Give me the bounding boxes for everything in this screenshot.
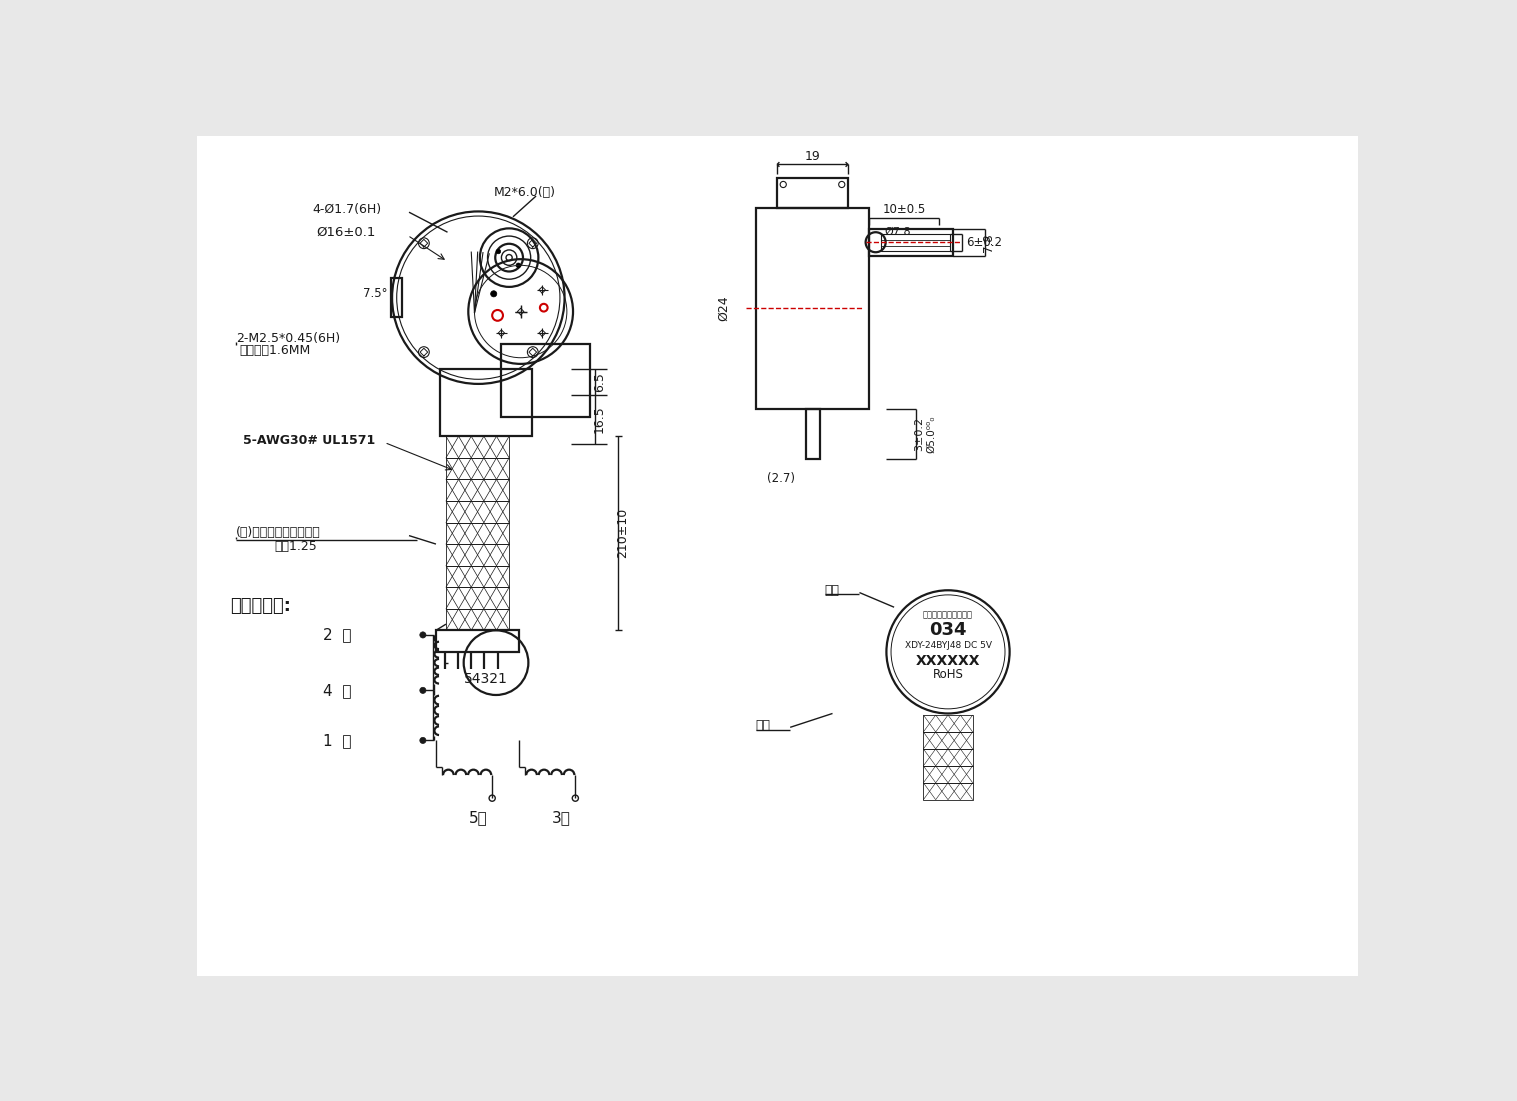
Bar xyxy=(446,501,510,523)
Bar xyxy=(446,436,510,458)
Bar xyxy=(924,783,972,799)
Text: Ø7.8: Ø7.8 xyxy=(884,227,912,237)
Text: 210±10: 210±10 xyxy=(616,509,630,558)
Bar xyxy=(755,208,869,410)
Text: 6.5: 6.5 xyxy=(593,372,605,392)
Text: RoHS: RoHS xyxy=(933,668,963,682)
Circle shape xyxy=(496,249,501,253)
Text: 19: 19 xyxy=(804,150,821,163)
Circle shape xyxy=(420,632,426,637)
Text: 日期: 日期 xyxy=(755,719,771,731)
Text: 2-M2.5*0.45(6H): 2-M2.5*0.45(6H) xyxy=(235,333,340,345)
Bar xyxy=(777,178,848,208)
Text: 7.8: 7.8 xyxy=(981,233,995,251)
Text: 4-Ø1.7(6H): 4-Ø1.7(6H) xyxy=(313,203,382,216)
Text: Ø24: Ø24 xyxy=(716,296,730,321)
Text: M2*6.0(深): M2*6.0(深) xyxy=(493,186,555,198)
Text: XDY-24BYJ48 DC 5V: XDY-24BYJ48 DC 5V xyxy=(904,641,992,651)
Text: (白)蓝、棕、黄、黑、红: (白)蓝、棕、黄、黑、红 xyxy=(235,526,320,539)
Bar xyxy=(446,479,510,501)
Bar xyxy=(881,233,950,251)
Bar xyxy=(446,458,510,479)
Text: Ø5.0⁰⁰₀: Ø5.0⁰⁰₀ xyxy=(925,415,936,453)
Text: 16.5: 16.5 xyxy=(593,405,605,433)
Bar xyxy=(869,229,953,257)
Text: 4  棕: 4 棕 xyxy=(323,683,352,698)
Text: 034: 034 xyxy=(930,621,966,640)
Text: XXXXXX: XXXXXX xyxy=(916,654,980,668)
Bar xyxy=(924,715,972,732)
Text: 3黄: 3黄 xyxy=(552,810,570,825)
Text: 间距1.25: 间距1.25 xyxy=(275,539,317,553)
Text: 有效深度1.6MM: 有效深度1.6MM xyxy=(240,344,311,357)
Bar xyxy=(446,566,510,587)
Text: Ø16±0.1: Ø16±0.1 xyxy=(317,226,376,239)
Bar xyxy=(435,630,519,652)
Bar xyxy=(807,410,821,459)
Bar xyxy=(446,587,510,609)
Text: 10±0.5: 10±0.5 xyxy=(883,204,925,217)
Bar xyxy=(924,766,972,783)
Text: (2.7): (2.7) xyxy=(768,472,795,486)
Text: 深圳天大电子有限公司: 深圳天大电子有限公司 xyxy=(922,610,972,620)
Circle shape xyxy=(516,263,520,268)
Text: 6±0.2: 6±0.2 xyxy=(966,236,1001,249)
Bar xyxy=(446,609,510,630)
Text: 型号: 型号 xyxy=(825,584,840,597)
Circle shape xyxy=(420,687,426,694)
Text: 1  红: 1 红 xyxy=(323,733,352,748)
Bar xyxy=(446,544,510,566)
Text: 7.5°: 7.5° xyxy=(363,287,387,301)
Bar xyxy=(502,344,590,417)
Text: 电气原理图:: 电气原理图: xyxy=(231,597,291,614)
Text: 2  黑: 2 黑 xyxy=(323,628,352,642)
Bar xyxy=(390,279,402,317)
Bar xyxy=(446,523,510,544)
Text: 54321: 54321 xyxy=(464,672,508,686)
Bar xyxy=(924,732,972,749)
Text: 5蓝: 5蓝 xyxy=(469,810,487,825)
Text: 5-AWG30# UL1571: 5-AWG30# UL1571 xyxy=(243,434,376,447)
Bar xyxy=(924,749,972,766)
Circle shape xyxy=(420,738,426,743)
Text: 3±0.2: 3±0.2 xyxy=(913,417,924,451)
Circle shape xyxy=(490,291,496,297)
Bar xyxy=(440,369,532,436)
